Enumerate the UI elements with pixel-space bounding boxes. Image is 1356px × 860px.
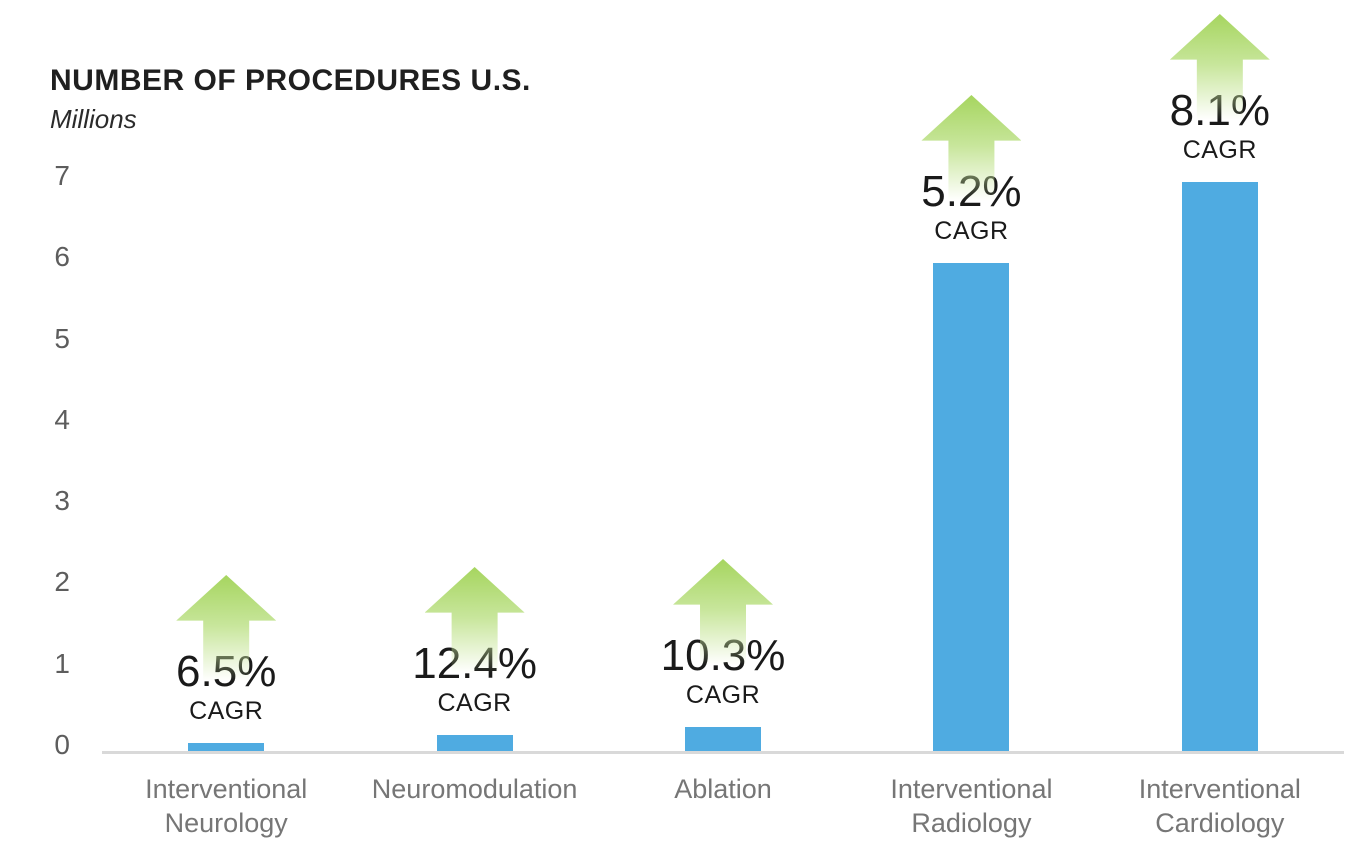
bar-group-neuromodulation: 12.4% CAGR <box>350 170 598 751</box>
y-tick-label: 6 <box>54 241 70 272</box>
y-tick-label: 3 <box>54 485 70 516</box>
category-label: Neuromodulation <box>371 774 578 804</box>
annotation-block: 8.1% CAGR <box>1100 14 1340 164</box>
category-axis: Interventional Neurology Neuromodulation… <box>102 754 1344 840</box>
y-tick-label: 7 <box>54 160 70 191</box>
annotation-block: 10.3% CAGR <box>603 559 843 709</box>
bar-group-ablation: 10.3% CAGR <box>599 170 847 751</box>
category-label: Ablation <box>674 774 772 804</box>
cagr-label: CAGR <box>437 689 512 717</box>
category-label: Interventional Radiology <box>890 774 1053 838</box>
y-tick-label: 2 <box>54 566 70 597</box>
plot-area: 6.5% CAGR 12.4% CAGR 10.3% CAGR <box>102 14 1344 754</box>
category-label: Interventional Neurology <box>145 774 308 838</box>
bar-group-interventional-neurology: 6.5% CAGR <box>102 170 350 751</box>
bar <box>1181 182 1258 751</box>
bar-group-interventional-cardiology: 8.1% CAGR <box>1096 14 1344 751</box>
bar <box>933 263 1010 751</box>
y-tick-label: 0 <box>54 729 70 760</box>
y-tick-label: 5 <box>54 323 70 354</box>
chart-subtitle: Millions <box>50 104 137 134</box>
y-tick-label: 4 <box>54 404 70 435</box>
annotation-block: 12.4% CAGR <box>355 567 595 717</box>
chart-title: NUMBER OF PROCEDURES U.S. <box>50 64 531 97</box>
cagr-label: CAGR <box>1182 136 1257 164</box>
bar-group-interventional-radiology: 5.2% CAGR <box>847 95 1095 751</box>
y-tick-label: 1 <box>54 648 70 679</box>
cagr-label: CAGR <box>934 217 1009 245</box>
cagr-label: CAGR <box>685 681 761 709</box>
annotation-block: 5.2% CAGR <box>851 95 1091 245</box>
bar <box>685 727 762 751</box>
cagr-label: CAGR <box>189 697 264 725</box>
category-label: Interventional Cardiology <box>1138 774 1301 838</box>
bar <box>188 743 265 751</box>
annotation-block: 6.5% CAGR <box>106 575 346 725</box>
bar <box>436 735 513 751</box>
